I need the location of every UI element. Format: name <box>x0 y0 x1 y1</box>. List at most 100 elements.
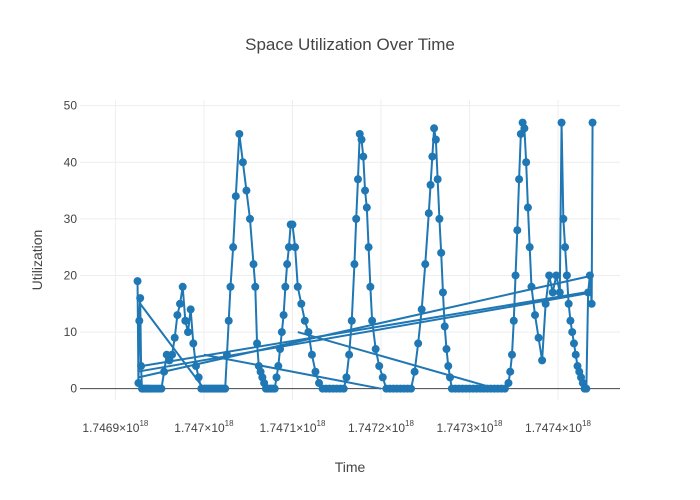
data-point <box>562 271 571 280</box>
data-point <box>357 135 366 144</box>
data-point <box>513 226 522 235</box>
y-tick-labels: 0 10 20 30 40 50 <box>64 99 78 396</box>
series-wrap-line-0 <box>137 291 593 373</box>
data-point <box>176 299 185 308</box>
data-point <box>515 175 524 184</box>
x-tick-label-5: 1.7474×1018 <box>525 419 592 435</box>
data-point <box>504 379 513 388</box>
data-point <box>352 214 361 223</box>
y-axis-title: Utilization <box>29 230 45 291</box>
data-point <box>559 214 568 223</box>
y-tick-label-2: 20 <box>64 268 78 282</box>
series-wrap-line-1 <box>138 274 593 379</box>
data-point <box>568 328 577 337</box>
data-point <box>426 180 435 189</box>
data-point <box>417 305 426 314</box>
data-point <box>136 294 145 303</box>
y-tick-label-5: 50 <box>64 99 78 113</box>
data-point <box>281 282 290 291</box>
data-point <box>414 339 423 348</box>
data-point <box>506 367 515 376</box>
data-point <box>276 345 285 354</box>
data-point <box>428 152 437 161</box>
data-point <box>272 373 281 382</box>
data-point <box>561 243 570 252</box>
x-tick-label-4: 1.7473×1018 <box>437 419 504 435</box>
data-point <box>444 362 453 371</box>
data-point <box>527 282 536 291</box>
data-point <box>435 214 444 223</box>
data-point <box>541 299 550 308</box>
data-point <box>311 367 320 376</box>
y-tick-label-0: 0 <box>70 382 77 396</box>
data-point <box>569 339 578 348</box>
x-tick-label-2: 1.7471×1018 <box>259 419 326 435</box>
data-point <box>284 243 293 252</box>
data-point <box>173 311 182 320</box>
series-layer <box>133 118 597 393</box>
data-point <box>361 186 370 195</box>
data-point <box>525 243 534 252</box>
x-tick-label-1: 1.747×1018 <box>174 419 234 435</box>
data-point <box>245 214 254 223</box>
data-point <box>189 339 198 348</box>
data-point <box>279 311 288 320</box>
data-point <box>531 311 540 320</box>
x-tick-label-0: 1.7469×1018 <box>82 419 149 435</box>
data-point <box>307 350 316 359</box>
x-axis-title: Time <box>335 459 366 475</box>
data-point <box>545 271 554 280</box>
data-point <box>221 384 230 393</box>
data-point <box>523 203 532 212</box>
data-point <box>157 384 166 393</box>
data-point <box>184 328 192 337</box>
data-point <box>442 345 451 354</box>
data-point <box>359 152 368 161</box>
series-wrap-line-3 <box>139 303 205 390</box>
data-point <box>293 282 302 291</box>
data-point <box>566 316 575 325</box>
data-point <box>588 118 597 127</box>
data-point <box>375 362 384 371</box>
data-point <box>538 356 547 365</box>
data-point <box>133 277 142 286</box>
data-point <box>509 316 518 325</box>
data-point <box>433 175 442 184</box>
data-point <box>511 271 520 280</box>
data-point <box>522 158 531 167</box>
data-point <box>364 243 373 252</box>
data-point <box>571 350 580 359</box>
series-wrap-line-4 <box>297 331 497 390</box>
y-tick-label-1: 10 <box>64 325 78 339</box>
y-tick-label-4: 40 <box>64 155 78 169</box>
data-point <box>584 288 593 297</box>
data-point <box>446 373 455 382</box>
series-wrap-line-5 <box>203 353 382 390</box>
data-point <box>283 260 292 269</box>
data-point <box>557 118 566 127</box>
data-point <box>186 305 195 314</box>
data-point <box>224 316 233 325</box>
data-point <box>440 322 449 331</box>
data-point <box>362 203 371 212</box>
data-point <box>253 339 262 348</box>
data-point <box>587 299 596 308</box>
grid-layer <box>80 100 620 400</box>
data-point <box>582 384 591 393</box>
data-point <box>288 220 297 229</box>
data-point <box>238 158 247 167</box>
y-tick-label-3: 30 <box>64 212 78 226</box>
data-point <box>424 209 433 218</box>
data-point <box>135 316 144 325</box>
data-point <box>371 345 380 354</box>
data-point <box>178 282 187 291</box>
data-point <box>548 288 557 297</box>
data-point <box>251 282 260 291</box>
data-point <box>585 271 594 280</box>
data-point <box>229 243 238 252</box>
data-point <box>191 362 200 371</box>
data-point <box>181 316 190 325</box>
data-point <box>194 373 203 382</box>
